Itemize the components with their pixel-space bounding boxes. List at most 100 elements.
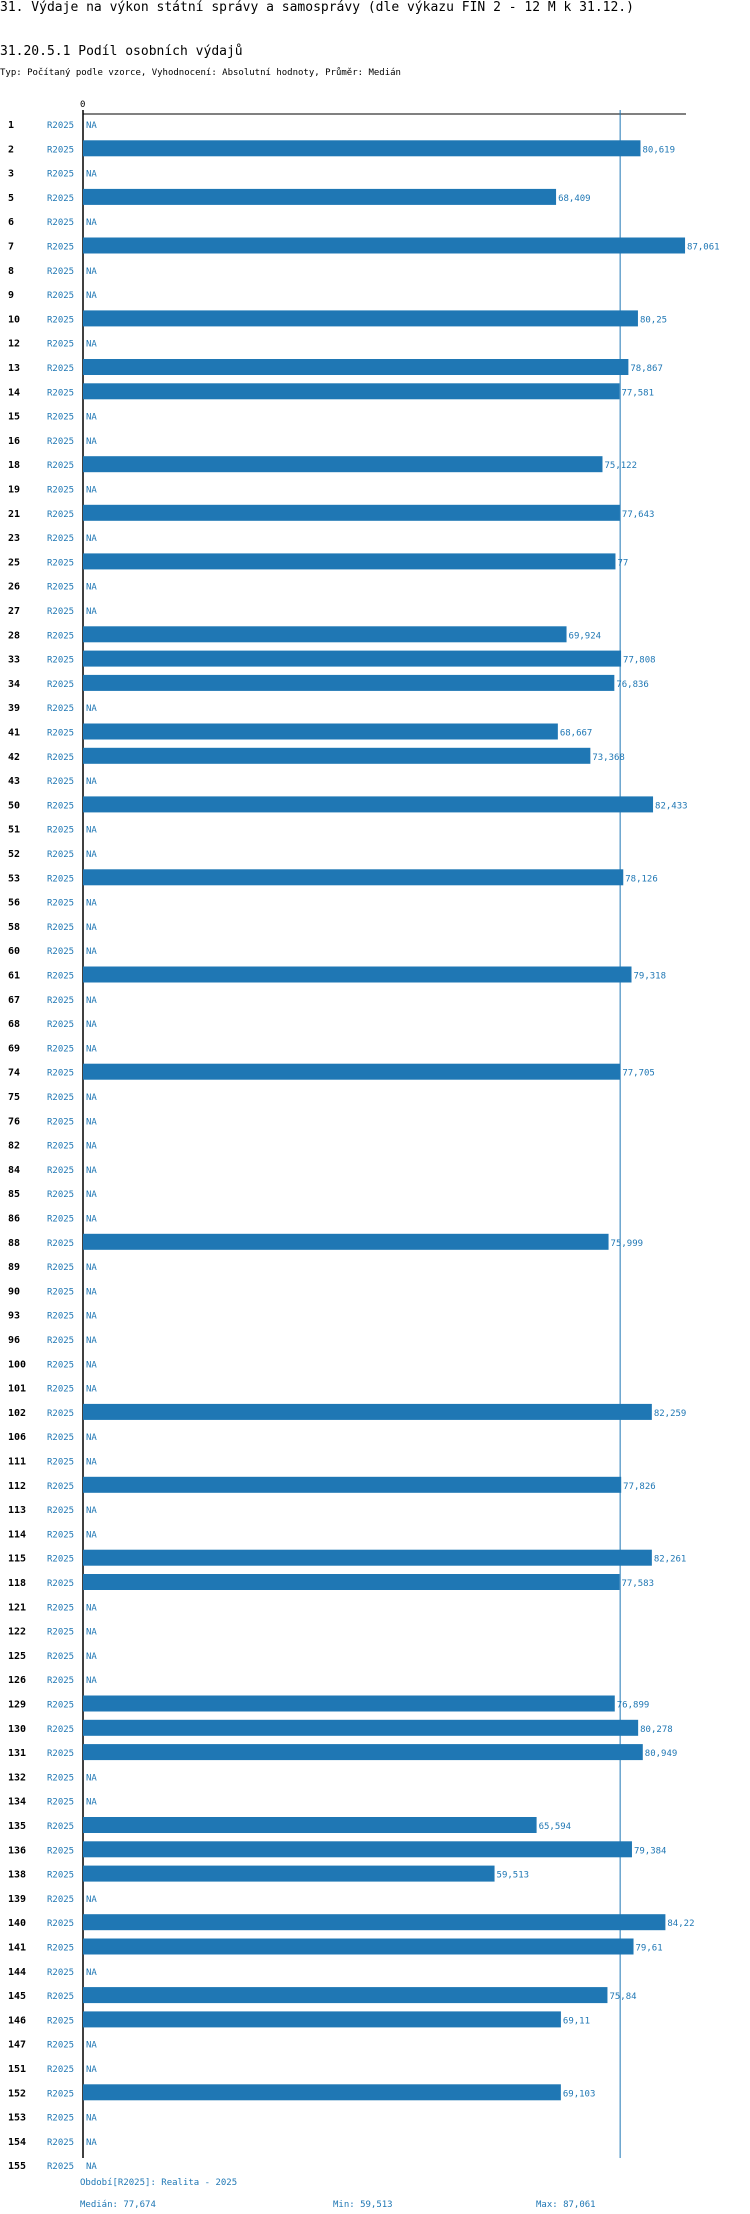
row-label: 41 (8, 728, 20, 739)
row-period: R2025 (47, 558, 74, 568)
row-label: 93 (8, 1311, 20, 1322)
row-period: R2025 (47, 243, 74, 253)
row-period: R2025 (47, 1117, 74, 1127)
row-period: R2025 (47, 2162, 74, 2172)
bar (83, 1841, 632, 1858)
row-label: 144 (8, 1967, 26, 1978)
value-label-na: NA (86, 486, 97, 496)
value-label-na: NA (86, 2162, 97, 2172)
bar (83, 383, 620, 400)
value-label-na: NA (86, 1142, 97, 1152)
bar (83, 359, 629, 375)
row-label: 112 (8, 1481, 26, 1492)
row-period: R2025 (47, 777, 74, 787)
value-label: 80,278 (640, 1725, 673, 1735)
row-period: R2025 (47, 1336, 74, 1346)
value-label-na: NA (86, 1336, 97, 1346)
row-label: 84 (8, 1165, 20, 1176)
row-label: 7 (8, 242, 14, 253)
row-period: R2025 (47, 923, 74, 933)
row-label: 126 (8, 1675, 26, 1686)
row-label: 28 (8, 630, 20, 641)
value-label-na: NA (86, 2138, 97, 2148)
value-label-na: NA (86, 2065, 97, 2075)
value-label-na: NA (86, 850, 97, 860)
bar (83, 1574, 620, 1590)
row-period: R2025 (47, 340, 74, 350)
value-label-na: NA (86, 1895, 97, 1905)
bar (83, 1744, 643, 1761)
row-period: R2025 (47, 267, 74, 277)
bar (83, 1403, 652, 1420)
row-period: R2025 (47, 1482, 74, 1492)
bar (83, 140, 641, 157)
bar (83, 1063, 621, 1080)
row-period: R2025 (47, 1458, 74, 1468)
row-period: R2025 (47, 170, 74, 180)
row-period: R2025 (47, 899, 74, 909)
row-period: R2025 (47, 437, 74, 447)
row-label: 56 (8, 898, 20, 909)
value-label-na: NA (86, 1628, 97, 1638)
value-label: 82,261 (654, 1555, 687, 1565)
row-label: 19 (8, 485, 20, 496)
value-label: 77,643 (622, 510, 655, 520)
row-label: 134 (8, 1797, 26, 1808)
row-label: 85 (8, 1189, 20, 1200)
value-label-na: NA (86, 996, 97, 1006)
row-period: R2025 (47, 315, 74, 325)
bar (83, 1865, 495, 1882)
row-period: R2025 (47, 1385, 74, 1395)
row-label: 23 (8, 533, 20, 544)
row-period: R2025 (47, 1506, 74, 1516)
row-label: 153 (8, 2113, 26, 2124)
bar (83, 1938, 634, 1955)
row-period: R2025 (47, 2138, 74, 2148)
row-label: 82 (8, 1141, 20, 1152)
value-label: 75,999 (611, 1239, 644, 1249)
row-period: R2025 (47, 1020, 74, 1030)
row-period: R2025 (47, 874, 74, 884)
row-period: R2025 (47, 1992, 74, 2002)
row-label: 3 (8, 169, 14, 180)
value-label: 76,899 (617, 1701, 650, 1711)
row-label: 155 (8, 2161, 26, 2172)
row-label: 50 (8, 800, 20, 811)
value-label: 77,581 (621, 388, 654, 398)
row-period: R2025 (47, 1360, 74, 1370)
row-period: R2025 (47, 1798, 74, 1808)
bar (83, 1914, 666, 1931)
value-label: 78,126 (625, 874, 658, 884)
value-label: 73,368 (592, 753, 625, 763)
bar (83, 237, 686, 254)
row-label: 154 (8, 2137, 26, 2148)
bar (83, 674, 615, 691)
bar (83, 1233, 609, 1250)
value-label-na: NA (86, 267, 97, 277)
row-period: R2025 (47, 1433, 74, 1443)
row-period: R2025 (47, 2016, 74, 2026)
bar (83, 1817, 537, 1833)
row-label: 100 (8, 1359, 26, 1370)
value-label-na: NA (86, 413, 97, 423)
value-label: 84,22 (667, 1919, 694, 1929)
bar (83, 2011, 561, 2028)
row-label: 125 (8, 1651, 26, 1662)
row-label: 118 (8, 1578, 26, 1589)
row-label: 27 (8, 606, 20, 617)
value-label-na: NA (86, 923, 97, 933)
row-label: 61 (8, 971, 20, 982)
row-label: 113 (8, 1505, 26, 1516)
value-label-na: NA (86, 291, 97, 301)
value-label-na: NA (86, 2114, 97, 2124)
row-label: 76 (8, 1116, 20, 1127)
bar (83, 626, 567, 643)
row-label: 9 (8, 290, 14, 301)
bar (83, 1476, 622, 1493)
row-period: R2025 (47, 2041, 74, 2051)
value-label-na: NA (86, 947, 97, 957)
row-period: R2025 (47, 1579, 74, 1589)
value-label-na: NA (86, 1385, 97, 1395)
row-period: R2025 (47, 1676, 74, 1686)
row-label: 60 (8, 946, 20, 957)
